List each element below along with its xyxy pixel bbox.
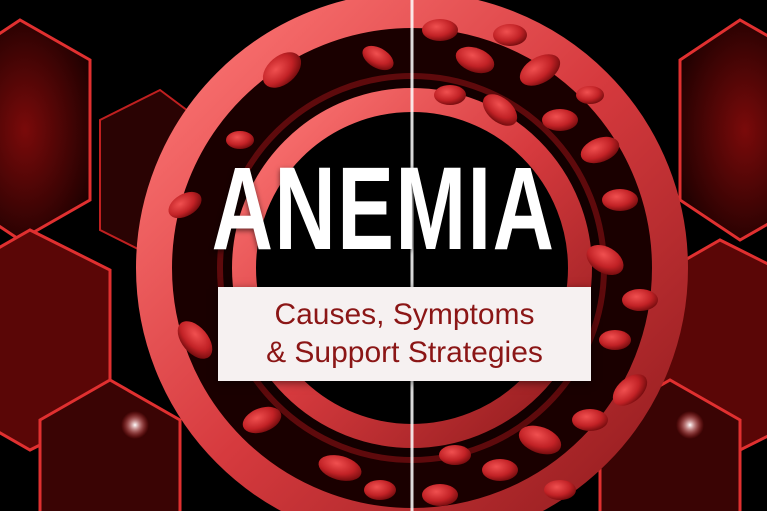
page-title: ANEMIA xyxy=(211,143,556,275)
light-flare xyxy=(121,411,149,439)
hexagon-pattern-left xyxy=(0,18,201,511)
subtitle-line-2: & Support Strategies xyxy=(266,336,543,369)
hexagon-pattern-right xyxy=(598,18,767,511)
red-blood-cells-sparse xyxy=(168,45,396,500)
red-blood-cells-dense xyxy=(422,19,658,506)
subtitle-line-1: Causes, Symptoms xyxy=(274,298,535,331)
subtitle-box: Causes, Symptoms & Support Strategies xyxy=(218,287,591,381)
light-flare xyxy=(676,411,704,439)
